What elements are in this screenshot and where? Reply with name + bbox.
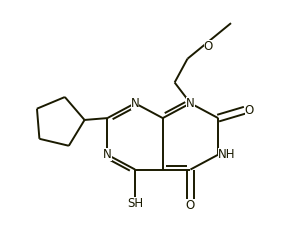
Text: N: N [186,97,195,110]
Text: O: O [186,199,195,212]
Text: O: O [245,104,254,117]
Text: SH: SH [127,197,143,210]
Text: N: N [131,97,140,110]
Text: N: N [103,148,112,161]
Text: O: O [204,40,213,53]
Text: NH: NH [218,148,236,161]
